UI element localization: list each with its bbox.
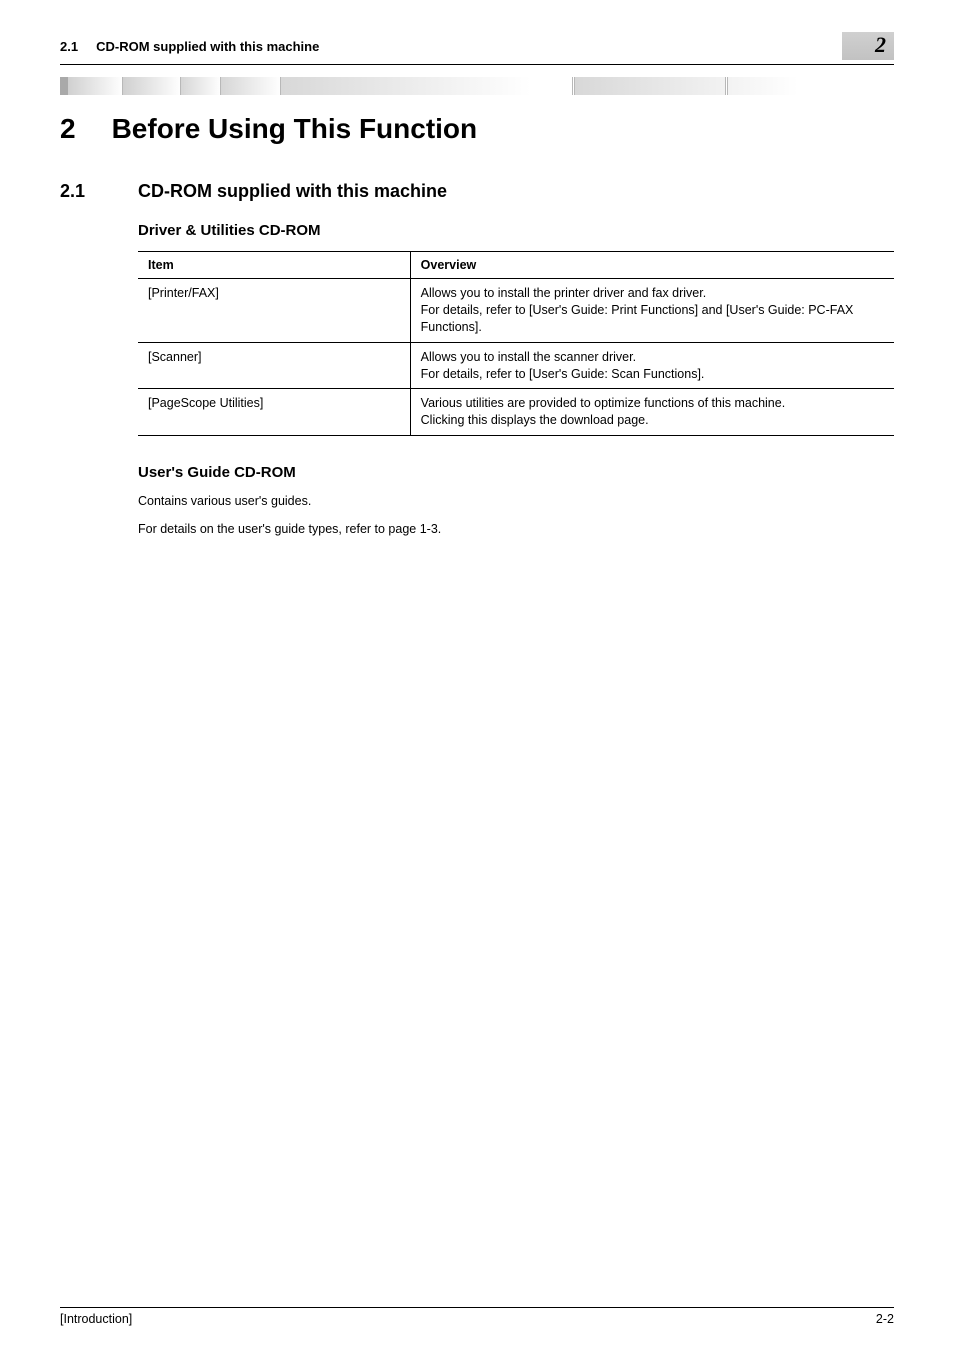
footer-left: [Introduction] bbox=[60, 1312, 132, 1326]
footer-right: 2-2 bbox=[876, 1312, 894, 1326]
header-section-title: CD-ROM supplied with this machine bbox=[96, 39, 319, 54]
chapter-title: Before Using This Function bbox=[112, 113, 478, 145]
column-header-item: Item bbox=[138, 252, 410, 279]
header-left: 2.1 CD-ROM supplied with this machine bbox=[60, 39, 319, 54]
table-row: [Printer/FAX] Allows you to install the … bbox=[138, 279, 894, 343]
cell-item: [Scanner] bbox=[138, 342, 410, 389]
chapter-number: 2 bbox=[60, 113, 76, 145]
section-heading: 2.1 CD-ROM supplied with this machine bbox=[60, 181, 894, 202]
page-header: 2.1 CD-ROM supplied with this machine 2 bbox=[60, 32, 894, 65]
body-paragraph: For details on the user's guide types, r… bbox=[138, 521, 894, 539]
subsection-title: User's Guide CD-ROM bbox=[138, 464, 894, 481]
band-seg bbox=[68, 77, 123, 95]
column-header-overview: Overview bbox=[410, 252, 894, 279]
band-seg bbox=[123, 77, 181, 95]
band-seg bbox=[281, 77, 894, 95]
band-seg bbox=[181, 77, 221, 95]
decorative-band bbox=[60, 77, 894, 95]
subsection-title: Driver & Utilities CD-ROM bbox=[138, 222, 894, 239]
section-title: CD-ROM supplied with this machine bbox=[138, 181, 447, 202]
chapter-tab-number: 2 bbox=[875, 32, 886, 57]
cell-item: [Printer/FAX] bbox=[138, 279, 410, 343]
cell-overview: Various utilities are provided to optimi… bbox=[410, 389, 894, 436]
chapter-heading: 2 Before Using This Function bbox=[60, 113, 894, 145]
page-footer: [Introduction] 2-2 bbox=[60, 1307, 894, 1326]
cell-item: [PageScope Utilities] bbox=[138, 389, 410, 436]
band-seg bbox=[221, 77, 281, 95]
cell-overview: Allows you to install the scanner driver… bbox=[410, 342, 894, 389]
driver-utilities-table: Item Overview [Printer/FAX] Allows you t… bbox=[138, 251, 894, 436]
table-header-row: Item Overview bbox=[138, 252, 894, 279]
cell-overview: Allows you to install the printer driver… bbox=[410, 279, 894, 343]
header-section-number: 2.1 bbox=[60, 39, 78, 54]
section-number: 2.1 bbox=[60, 181, 114, 202]
body-paragraph: Contains various user's guides. bbox=[138, 493, 894, 511]
table-row: [PageScope Utilities] Various utilities … bbox=[138, 389, 894, 436]
chapter-tab: 2 bbox=[842, 32, 894, 60]
table-row: [Scanner] Allows you to install the scan… bbox=[138, 342, 894, 389]
